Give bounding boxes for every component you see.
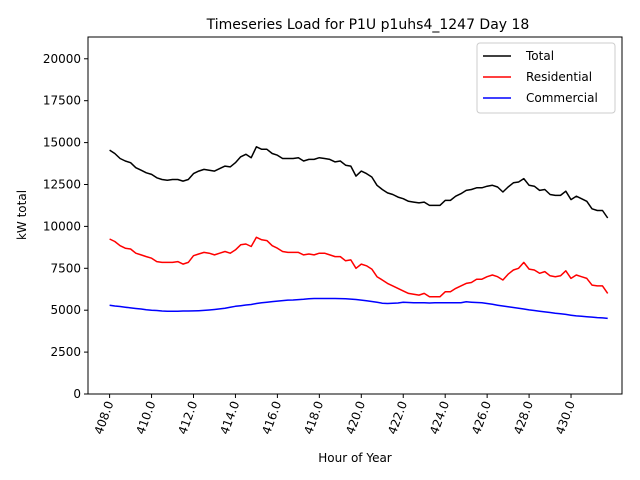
x-tick-label: 420.0 (343, 399, 368, 436)
x-tick-label: 410.0 (133, 399, 158, 436)
x-tick-label: 408.0 (92, 399, 117, 436)
x-tick-label: 430.0 (553, 399, 578, 436)
chart-title: Timeseries Load for P1U p1uhs4_1247 Day … (206, 17, 530, 33)
y-tick-label: 10000 (43, 219, 81, 233)
series-line-commercial (109, 297, 608, 320)
x-axis-label: Hour of Year (318, 451, 392, 465)
x-tick-label: 428.0 (511, 399, 536, 436)
y-tick-label: 7500 (50, 261, 81, 275)
y-tick-label: 0 (73, 387, 81, 401)
series-line-total (109, 146, 609, 219)
x-tick-label: 426.0 (469, 399, 494, 436)
y-tick-label: 20000 (43, 52, 81, 66)
x-tick-label: 424.0 (427, 399, 452, 436)
y-tick-label: 17500 (43, 94, 81, 108)
legend-box (476, 42, 616, 114)
plot-frame (87, 36, 623, 395)
x-tick-label: 412.0 (175, 399, 200, 436)
x-tick-label: 418.0 (301, 399, 326, 436)
legend-label-commercial: Commercial (526, 91, 598, 105)
series-line-residential (109, 236, 609, 298)
y-tick-label: 15000 (43, 136, 81, 150)
legend: Total Residential Commercial (476, 42, 616, 114)
y-tick-label: 2500 (50, 345, 81, 359)
y-axis: 0 2500 5000 7500 10000 12500 15000 17500 20000 (43, 52, 88, 401)
y-tick-label: 5000 (50, 303, 81, 317)
x-axis: 408.0 410.0 412.0 414.0 416.0 418.0 420.0 422.0… (92, 394, 578, 436)
legend-label-residential: Residential (526, 70, 592, 84)
x-tick-label: 422.0 (385, 399, 410, 436)
y-axis-label: kW total (15, 190, 29, 240)
legend-label-total: Total (525, 49, 554, 63)
x-tick-label: 414.0 (217, 399, 242, 436)
plot-series (109, 146, 609, 320)
x-tick-label: 416.0 (259, 399, 284, 436)
y-tick-label: 12500 (43, 177, 81, 191)
